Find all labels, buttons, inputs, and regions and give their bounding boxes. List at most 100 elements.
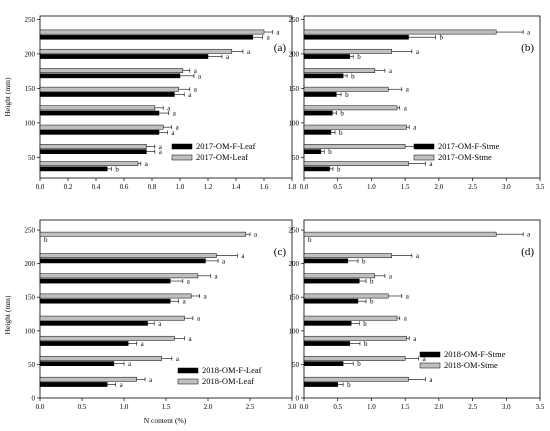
panels: 0.0 0.2 0.4 0.6 0.8 1.0 1.2 1.4 1.6 1.8 50 100 150 20…: [25, 15, 545, 411]
bar: [303, 86, 389, 92]
bar: [39, 73, 181, 79]
significance-label: b: [351, 72, 355, 80]
significance-label: a: [429, 160, 433, 168]
bar: [39, 273, 199, 279]
legend-entry: 2018-OM-F-Leaf: [202, 365, 262, 375]
significance-label: a: [215, 272, 219, 280]
bar: [303, 298, 359, 304]
bar: [303, 278, 360, 284]
significance-label: a: [416, 252, 420, 260]
bar: [39, 231, 247, 237]
y-tick-label: 0: [296, 395, 300, 403]
significance-label: a: [173, 110, 177, 118]
panel-1: 0.0 0.2 0.4 0.6 0.8 1.0 1.2 1.4 1.6 1.8 50 100 150 20…: [25, 15, 297, 191]
plot-frame: [39, 15, 293, 179]
significance-label: b: [347, 381, 351, 389]
bar: [303, 149, 322, 154]
x-tick-label: 2.5: [246, 403, 255, 411]
x-tick-label: 0.5: [333, 183, 342, 191]
bar: [303, 321, 352, 326]
significance-label: b: [362, 257, 366, 265]
y-tick-label: 50: [292, 361, 300, 369]
significance-label: a: [204, 292, 208, 300]
significance-label: a: [176, 124, 180, 132]
significance-label: a: [429, 376, 433, 384]
significance-label: a: [187, 278, 191, 286]
significance-label: b: [115, 165, 119, 173]
x-tick-label: 3.5: [536, 183, 545, 191]
significance-label: a: [404, 315, 408, 323]
y-tick-label: 100: [25, 119, 36, 127]
x-tick-label: 3.0: [288, 403, 297, 411]
bar: [39, 315, 185, 321]
y-tick-label: 200: [289, 260, 300, 268]
y-tick-label: 250: [25, 16, 36, 24]
significance-label: b: [44, 236, 48, 244]
bar: [39, 293, 192, 299]
significance-label: a: [158, 320, 162, 328]
panel-label: (a): [274, 42, 287, 54]
significance-label: a: [159, 143, 163, 151]
significance-label: a: [247, 48, 251, 56]
x-tick-label: 0.5: [78, 403, 87, 411]
significance-label: a: [527, 231, 531, 239]
significance-label: b: [345, 91, 349, 99]
significance-label: b: [439, 34, 443, 42]
significance-label: a: [149, 376, 153, 384]
legend-entry: 2018-OM-Leaf: [202, 376, 254, 386]
x-tick-label: 0.2: [64, 183, 73, 191]
bar: [303, 356, 406, 361]
significance-label: a: [198, 72, 202, 80]
y-axis-label-bottom: Height (mm): [3, 295, 12, 334]
y-tick-label: 150: [289, 85, 300, 93]
bar: [39, 86, 179, 92]
significance-label: b: [357, 53, 361, 61]
y-axis-label-top: Height (mm): [3, 77, 12, 116]
y-tick-label: 50: [28, 361, 36, 369]
bar: [303, 315, 398, 321]
x-tick-label: 0.0: [300, 403, 309, 411]
y-tick-label: 250: [289, 16, 300, 24]
bar: [303, 68, 376, 73]
x-tick-label: 0.5: [333, 403, 342, 411]
x-tick-label: 0.0: [36, 183, 45, 191]
x-tick-label: 2.0: [434, 183, 443, 191]
bar: [303, 341, 351, 346]
bar: [303, 273, 376, 279]
bar: [39, 129, 160, 135]
bar: [303, 335, 407, 341]
significance-label: b: [364, 340, 368, 348]
significance-label: a: [276, 29, 280, 37]
significance-label: b: [370, 278, 374, 286]
y-tick-label: 150: [25, 294, 36, 302]
significance-label: a: [226, 53, 230, 61]
bar: [39, 278, 171, 284]
x-tick-label: 2.0: [434, 403, 443, 411]
significance-label: b: [308, 236, 312, 244]
x-tick-label: 1.5: [401, 183, 410, 191]
x-tick-label: 1.8: [288, 183, 297, 191]
bar: [303, 92, 337, 97]
plot-frame: [303, 219, 541, 399]
x-tick-label: 3.5: [536, 403, 545, 411]
significance-label: a: [145, 160, 149, 168]
bar: [303, 382, 338, 387]
panel-4: 0.0 0.5 1.0 1.5 2.0 2.5 3.0 3.5 0 50 100 150 200 250 b…: [289, 219, 545, 411]
x-tick-label: 1.0: [367, 403, 376, 411]
bar: [303, 29, 497, 35]
y-tick-label: 200: [25, 260, 36, 268]
x-tick-label: 0.6: [120, 183, 129, 191]
significance-label: a: [188, 335, 192, 343]
significance-label: a: [267, 34, 271, 42]
y-tick-label: 50: [292, 154, 300, 162]
significance-label: a: [389, 67, 393, 75]
significance-label: a: [159, 148, 163, 156]
significance-label: a: [406, 86, 410, 94]
y-tick-label: 150: [25, 85, 36, 93]
x-tick-label: 1.5: [162, 403, 171, 411]
significance-label: a: [416, 48, 420, 56]
bar: [39, 298, 171, 304]
significance-label: b: [340, 110, 344, 118]
